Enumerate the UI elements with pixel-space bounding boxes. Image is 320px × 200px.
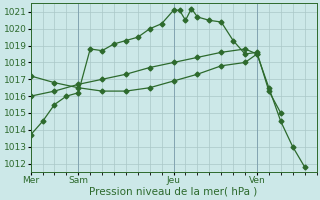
X-axis label: Pression niveau de la mer( hPa ): Pression niveau de la mer( hPa ) bbox=[90, 187, 258, 197]
